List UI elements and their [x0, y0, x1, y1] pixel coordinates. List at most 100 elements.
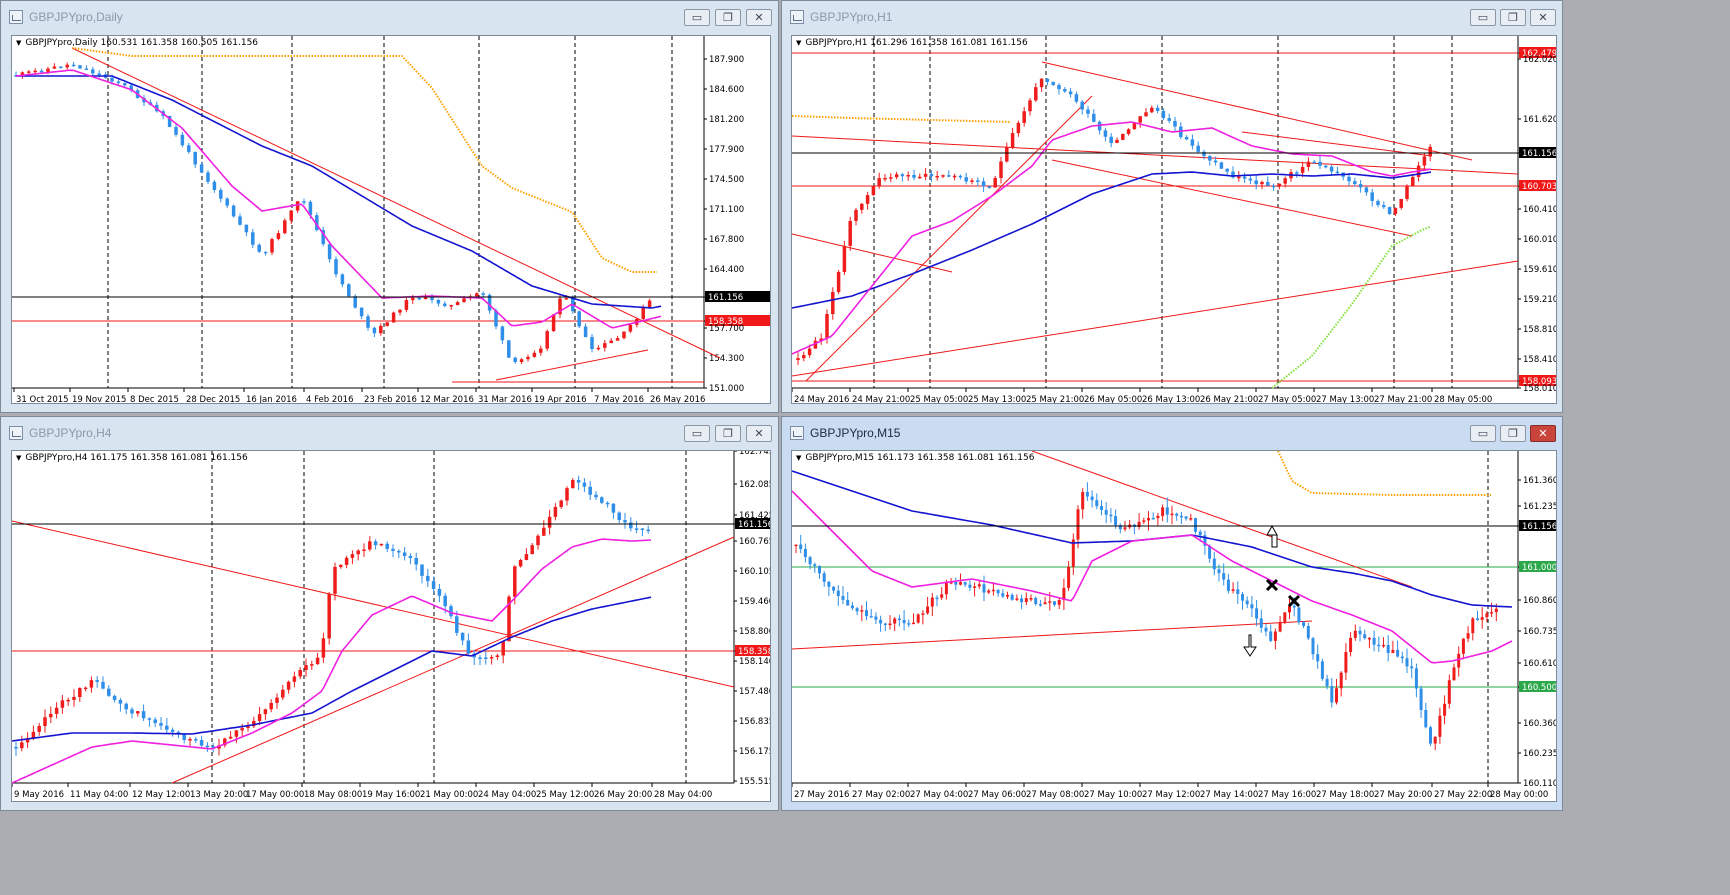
window-titlebar[interactable]: GBPJPYpro,H1 ▭ ❐ ✕ — [782, 1, 1562, 35]
candle-body — [223, 738, 227, 746]
minimize-button[interactable]: ▭ — [684, 9, 710, 26]
price-chart[interactable]: 162.479 162.020 161.620 161.156 160.703 160.4… — [791, 35, 1557, 404]
price-chart[interactable]: 187.900 184.600 181.200 177.900 174.500 171.1… — [11, 35, 771, 404]
minimize-button[interactable]: ▭ — [684, 425, 710, 442]
chart-canvas[interactable]: 161.360 161.235 161.156 161.000 160.860 160.7… — [792, 451, 1557, 802]
price-label-box — [1519, 180, 1556, 191]
candle-body — [526, 356, 530, 360]
trend-line — [792, 260, 1519, 377]
candle-body — [1063, 89, 1067, 92]
candle-body — [391, 548, 395, 551]
candle-body — [1024, 598, 1028, 603]
candle-body — [199, 740, 204, 746]
candle-body — [1387, 207, 1392, 214]
candle-body — [1057, 84, 1061, 90]
window-titlebar[interactable]: GBPJPYpro,M15 ▭ ❐ ✕ — [782, 417, 1562, 451]
candle-body — [818, 565, 821, 574]
candle-body — [879, 619, 883, 624]
time-label: 27 May 02:00 — [852, 790, 910, 800]
collapse-triangle-icon[interactable]: ▼ — [796, 39, 802, 47]
time-label: 27 May 22:00 — [1434, 790, 1492, 800]
minimize-button[interactable]: ▭ — [1470, 425, 1496, 442]
candle-body — [123, 83, 127, 86]
candle-body — [1118, 525, 1122, 530]
collapse-triangle-icon[interactable]: ▼ — [16, 454, 22, 462]
time-label: 27 May 04:00 — [910, 790, 968, 800]
candle-body — [647, 300, 652, 308]
price-label: 161.156 — [738, 520, 771, 530]
ma-magenta-line — [792, 490, 1513, 664]
close-button[interactable]: ✕ — [746, 9, 772, 26]
window-titlebar[interactable]: GBPJPYpro,Daily ▭ ❐ ✕ — [1, 1, 778, 35]
price-label-box — [1519, 375, 1556, 386]
window-titlebar[interactable]: GBPJPYpro,H4 ▭ ❐ ✕ — [1, 417, 778, 451]
candle-body — [494, 310, 498, 327]
collapse-triangle-icon[interactable]: ▼ — [16, 39, 22, 47]
candle-body — [1071, 539, 1075, 567]
price-label: 161.620 — [1523, 115, 1557, 125]
candle-body — [193, 151, 197, 165]
chart-window-h4[interactable]: GBPJPYpro,H4 ▭ ❐ ✕ 162.745 162.085 161.425… — [0, 416, 779, 811]
time-label: 8 Dec 2015 — [130, 395, 179, 404]
close-button[interactable]: ✕ — [1530, 425, 1556, 442]
price-label-box — [705, 291, 770, 302]
candle-body — [558, 298, 562, 315]
candle-body — [1104, 509, 1108, 515]
candle-body — [379, 325, 383, 334]
price-label: 160.010 — [1523, 235, 1557, 245]
candle-body — [813, 564, 817, 566]
candle-body — [379, 543, 384, 546]
chart-window-m15[interactable]: GBPJPYpro,M15 ▭ ❐ ✕ 161.360 161.235 161.15… — [781, 416, 1563, 811]
candle-body — [622, 331, 626, 339]
candle-body — [831, 292, 835, 315]
candle-body — [1347, 176, 1351, 182]
candle-body — [1138, 116, 1142, 123]
candle-body — [333, 566, 337, 594]
price-label: 174.500 — [709, 175, 744, 185]
chart-header: ▼ GBPJPYpro,H4 161.175 161.358 161.081 16… — [16, 453, 248, 463]
candle-body — [308, 201, 313, 216]
close-button[interactable]: ✕ — [746, 425, 772, 442]
candle-body — [1020, 598, 1024, 603]
maximize-button[interactable]: ❐ — [1500, 9, 1526, 26]
price-label: 161.360 — [1523, 476, 1557, 486]
price-label: 157.480 — [739, 687, 771, 697]
candle-body — [883, 177, 887, 180]
maximize-button[interactable]: ❐ — [1500, 425, 1526, 442]
candle-body — [350, 554, 355, 558]
price-chart[interactable]: 162.745 162.085 161.425 161.156 160.765 160.1… — [11, 450, 771, 802]
candle-body — [1045, 78, 1050, 82]
candle-body — [907, 623, 911, 625]
candle-body — [257, 244, 261, 252]
candle-body — [37, 726, 41, 732]
time-label: 27 May 20:00 — [1374, 790, 1432, 800]
candle-body — [935, 176, 939, 178]
price-label: 167.800 — [709, 235, 744, 245]
candle-body — [1480, 617, 1484, 620]
maximize-button[interactable]: ❐ — [715, 9, 741, 26]
maximize-button[interactable]: ❐ — [715, 425, 741, 442]
price-label: 160.360 — [1523, 719, 1557, 729]
candle-body — [487, 294, 492, 311]
candle-body — [263, 251, 268, 254]
candle-body — [462, 298, 466, 303]
minimize-button[interactable]: ▭ — [1470, 9, 1496, 26]
candle-body — [532, 352, 537, 357]
candle-body — [1376, 200, 1380, 206]
collapse-triangle-icon[interactable]: ▼ — [796, 454, 802, 462]
close-button[interactable]: ✕ — [1530, 9, 1556, 26]
chart-window-icon — [790, 10, 804, 24]
chart-window-h1[interactable]: GBPJPYpro,H1 ▭ ❐ ✕ 162.479 162.020 161.620… — [781, 0, 1563, 413]
chart-canvas[interactable]: 187.900 184.600 181.200 177.900 174.500 171.1… — [12, 36, 771, 404]
candle-body — [153, 719, 157, 724]
price-chart[interactable]: 161.360 161.235 161.156 161.000 160.860 160.7… — [791, 450, 1557, 802]
chart-window-daily[interactable]: GBPJPYpro,Daily ▭ ❐ ✕ 187.900 184.600 181.… — [0, 0, 779, 413]
time-label: 11 May 04:00 — [70, 790, 128, 800]
candle-body — [414, 558, 418, 565]
candle-body — [571, 480, 575, 489]
candle-body — [609, 340, 613, 344]
candle-body — [385, 322, 389, 326]
candle-body — [1114, 516, 1118, 526]
